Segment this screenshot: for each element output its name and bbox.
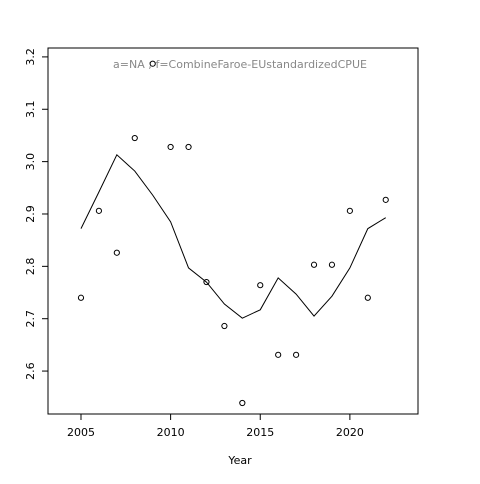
- x-tick-label: 2015: [246, 426, 274, 439]
- y-tick-label: 2.8: [24, 258, 37, 276]
- y-tick-label: 2.7: [24, 310, 37, 328]
- data-point: [346, 207, 353, 214]
- data-point: [293, 351, 300, 358]
- data-point: [185, 143, 192, 151]
- x-tick-label: 2020: [336, 426, 364, 439]
- annotation: a=NA ; f=CombineFaroe-EUstandardizedCPUE: [113, 58, 367, 71]
- data-point: [149, 60, 156, 67]
- data-point: [275, 351, 282, 358]
- y-tick-label: 2.6: [24, 362, 37, 380]
- data-point: [95, 207, 103, 214]
- data-point: [239, 399, 246, 407]
- data-point: [131, 134, 138, 142]
- fitted-line: [80, 153, 386, 319]
- x-tick-label: 2005: [67, 426, 95, 439]
- data-point: [382, 196, 389, 203]
- x-tick-label: 2010: [157, 426, 185, 439]
- data-point: [113, 249, 120, 256]
- data-point: [167, 143, 174, 151]
- y-tick-label: 3.1: [24, 101, 37, 119]
- y-tick-label: 3.0: [24, 153, 37, 171]
- data-point: [310, 261, 318, 268]
- y-tick-label: 3.2: [24, 48, 37, 66]
- data-point: [77, 294, 85, 301]
- data-point: [221, 322, 228, 330]
- data-point: [257, 282, 264, 289]
- data-point: [203, 278, 210, 286]
- data-point: [328, 261, 336, 268]
- x-axis-label: Year: [227, 454, 252, 467]
- data-point: [364, 294, 371, 301]
- plot-frame: [47, 47, 419, 415]
- y-tick-label: 2.9: [24, 205, 37, 223]
